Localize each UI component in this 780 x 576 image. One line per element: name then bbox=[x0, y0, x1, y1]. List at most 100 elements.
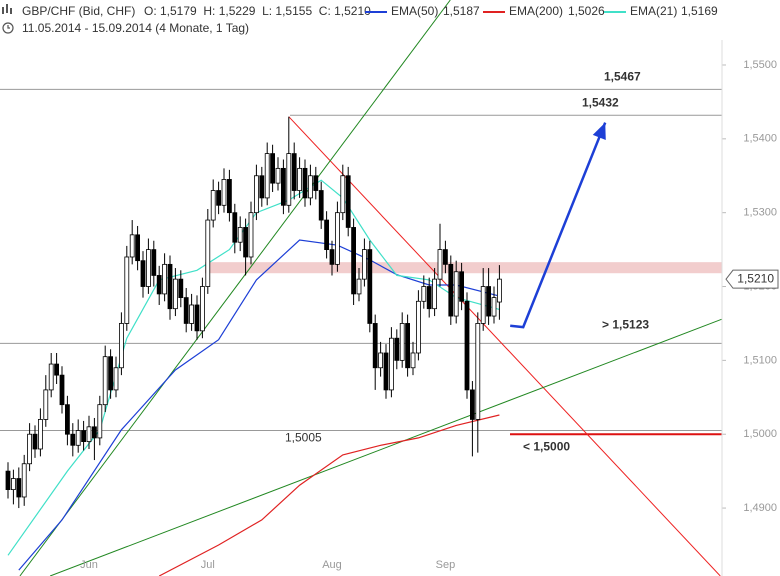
arrow-head bbox=[592, 122, 606, 141]
candle-body bbox=[426, 286, 432, 310]
candle-body bbox=[318, 190, 324, 221]
y-tick-label: 1,5100 bbox=[743, 354, 777, 366]
candle-body bbox=[102, 356, 108, 406]
candle-body bbox=[140, 260, 146, 287]
x-tick-label: Jun bbox=[80, 559, 98, 571]
arrow-line bbox=[510, 122, 607, 329]
price-tag-label: 1,5210 bbox=[737, 271, 774, 285]
legend-label: EMA(50) bbox=[391, 4, 438, 18]
candle-body bbox=[480, 286, 486, 324]
legend-value: 1,5187 bbox=[443, 4, 480, 18]
candle-body bbox=[259, 175, 265, 199]
candle-body bbox=[145, 249, 151, 287]
candle-body bbox=[361, 249, 367, 280]
candle-body bbox=[32, 433, 38, 450]
quote: O: 1,5179 H: 1,5229 L: 1,5155 C: 1,5210 bbox=[144, 4, 371, 18]
candle-body bbox=[129, 234, 135, 258]
legend-value: 1,5169 bbox=[681, 4, 718, 18]
level-label: > 1,5123 bbox=[602, 318, 649, 332]
y-tick-label: 1,5000 bbox=[743, 428, 777, 440]
candle-body bbox=[313, 175, 319, 191]
candle-body bbox=[383, 352, 389, 391]
candle-body bbox=[351, 227, 357, 295]
candle-body bbox=[297, 167, 303, 191]
candle-body bbox=[486, 286, 492, 317]
level-label: < 1,5000 bbox=[523, 439, 570, 453]
trend-line bbox=[288, 116, 721, 576]
x-tick-label: Sep bbox=[436, 559, 456, 571]
candle-body bbox=[367, 249, 373, 324]
chart-title: GBP/CHF (Bid, CHF) bbox=[22, 4, 135, 18]
candle-body bbox=[291, 153, 297, 191]
candle-body bbox=[324, 219, 330, 251]
candle-body bbox=[448, 263, 454, 317]
candle-body bbox=[388, 337, 394, 391]
candle-body bbox=[248, 212, 254, 258]
candle-body bbox=[199, 286, 205, 332]
candle-body bbox=[216, 190, 222, 206]
candle-body bbox=[162, 263, 168, 295]
candle-body bbox=[415, 300, 421, 354]
candle-body bbox=[108, 356, 113, 391]
candle-body bbox=[21, 463, 27, 498]
candle-body bbox=[210, 190, 216, 221]
candle-body bbox=[432, 278, 438, 310]
legend-label: EMA(21) bbox=[630, 4, 677, 18]
candle-body bbox=[410, 352, 416, 369]
x-tick-label: Aug bbox=[322, 559, 342, 571]
candle-body bbox=[345, 175, 351, 228]
date-range: 11.05.2014 - 15.09.2014 (4 Monate, 1 Tag… bbox=[22, 21, 249, 35]
candle-body bbox=[340, 175, 346, 214]
candle-body bbox=[405, 323, 411, 369]
candle-body bbox=[394, 337, 400, 361]
candle-body bbox=[469, 389, 475, 420]
price-tag bbox=[725, 269, 779, 289]
candle-body bbox=[156, 275, 162, 295]
candle-body bbox=[70, 433, 76, 446]
candle-body bbox=[275, 167, 281, 184]
candle-body bbox=[270, 153, 276, 184]
x-tick-label: Jul bbox=[201, 559, 215, 571]
candle-body bbox=[48, 363, 54, 391]
candle-body bbox=[421, 286, 427, 302]
candle-body bbox=[264, 153, 270, 199]
candle-body bbox=[65, 404, 70, 435]
candle-body bbox=[75, 430, 81, 446]
y-tick-label: 1,4900 bbox=[743, 502, 777, 514]
candle-body bbox=[86, 426, 92, 443]
candle-body bbox=[226, 179, 232, 214]
candle-body bbox=[183, 297, 189, 324]
candle-body bbox=[475, 323, 481, 420]
candle-body bbox=[119, 323, 124, 369]
candle-body bbox=[442, 249, 448, 265]
candle-body bbox=[10, 478, 16, 490]
y-tick-label: 1,5500 bbox=[743, 59, 777, 71]
legend-label: EMA(200) bbox=[509, 4, 563, 18]
candle-body bbox=[464, 300, 470, 391]
legend-value: 1,5026 bbox=[568, 4, 605, 18]
candle-body bbox=[356, 278, 362, 295]
trend-line bbox=[19, 0, 451, 576]
ema-line bbox=[7, 179, 500, 556]
candle-body bbox=[491, 297, 497, 317]
ema-line bbox=[158, 414, 500, 576]
y-tick-label: 1,5400 bbox=[743, 133, 777, 145]
candle-body bbox=[124, 256, 130, 324]
candle-body bbox=[97, 404, 103, 439]
candle-body bbox=[372, 323, 378, 369]
level-label: 1,5467 bbox=[604, 70, 641, 84]
candle-body bbox=[43, 389, 49, 420]
level-label: 1,5432 bbox=[582, 95, 619, 109]
candle-body bbox=[205, 219, 211, 287]
y-tick-label: 1,5300 bbox=[743, 207, 777, 219]
clock-icon bbox=[2, 22, 14, 34]
candle-body bbox=[243, 227, 249, 258]
candle-body bbox=[16, 478, 22, 498]
candle-body bbox=[334, 212, 340, 265]
trend-line bbox=[49, 318, 722, 576]
candle-body bbox=[378, 352, 384, 369]
candle-body bbox=[135, 234, 141, 262]
